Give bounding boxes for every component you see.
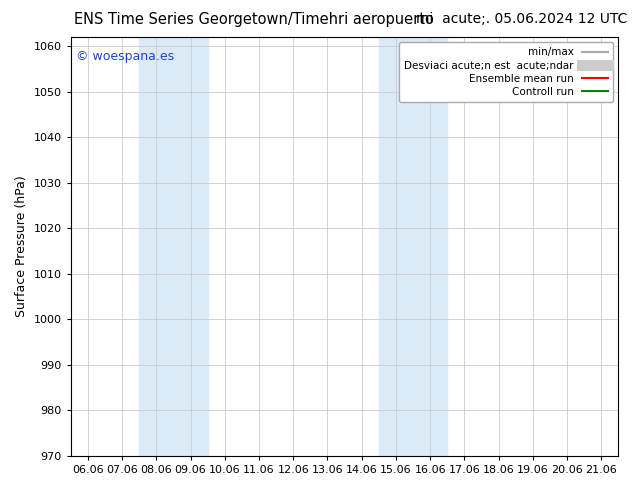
Text: mi  acute;. 05.06.2024 12 UTC: mi acute;. 05.06.2024 12 UTC <box>417 12 628 26</box>
Bar <box>139 37 208 456</box>
Text: ENS Time Series Georgetown/Timehri aeropuerto: ENS Time Series Georgetown/Timehri aerop… <box>74 12 434 27</box>
Y-axis label: Surface Pressure (hPa): Surface Pressure (hPa) <box>15 175 28 318</box>
Bar <box>379 37 448 456</box>
Legend: min/max, Desviaci acute;n est  acute;ndar, Ensemble mean run, Controll run: min/max, Desviaci acute;n est acute;ndar… <box>399 42 613 102</box>
Text: © woespana.es: © woespana.es <box>76 49 174 63</box>
